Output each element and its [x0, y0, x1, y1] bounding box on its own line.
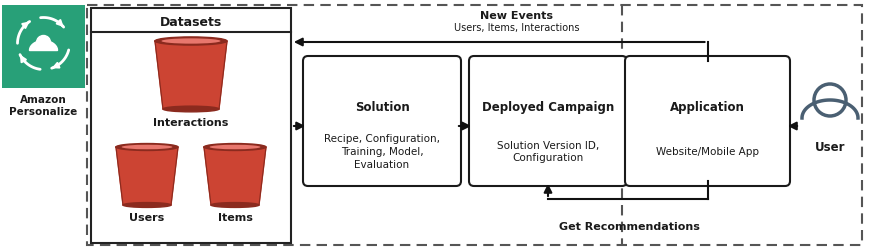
Text: Amazon
Personalize: Amazon Personalize — [10, 94, 77, 117]
Text: Interactions: Interactions — [153, 118, 229, 128]
Polygon shape — [116, 148, 178, 205]
Text: Get Recommendations: Get Recommendations — [559, 221, 700, 231]
Ellipse shape — [122, 145, 172, 150]
Text: Application: Application — [670, 101, 745, 114]
Text: Solution Version ID,
Configuration: Solution Version ID, Configuration — [497, 140, 599, 163]
FancyBboxPatch shape — [469, 57, 627, 186]
FancyBboxPatch shape — [625, 57, 790, 186]
Text: Datasets: Datasets — [160, 16, 222, 30]
Text: Users: Users — [129, 212, 164, 222]
FancyBboxPatch shape — [2, 6, 85, 89]
Circle shape — [36, 36, 50, 50]
Ellipse shape — [162, 39, 221, 44]
Text: Website/Mobile App: Website/Mobile App — [656, 146, 759, 156]
Text: Solution: Solution — [355, 101, 409, 114]
FancyBboxPatch shape — [303, 57, 461, 186]
Ellipse shape — [163, 107, 219, 112]
Polygon shape — [204, 148, 266, 205]
Ellipse shape — [155, 38, 227, 46]
Text: Users, Items, Interactions: Users, Items, Interactions — [454, 23, 580, 33]
Polygon shape — [155, 42, 227, 110]
Text: New Events: New Events — [480, 11, 553, 21]
Ellipse shape — [123, 203, 171, 207]
Text: Recipe, Configuration,
Training, Model,
Evaluation: Recipe, Configuration, Training, Model, … — [324, 134, 440, 169]
Text: Deployed Campaign: Deployed Campaign — [482, 101, 614, 114]
Ellipse shape — [211, 203, 259, 207]
Text: Items: Items — [217, 212, 252, 222]
Polygon shape — [30, 41, 57, 51]
Ellipse shape — [116, 144, 178, 151]
Bar — [87, 6, 862, 245]
Ellipse shape — [204, 144, 266, 151]
Ellipse shape — [209, 145, 261, 150]
Text: User: User — [815, 140, 846, 153]
Bar — [91, 9, 291, 243]
